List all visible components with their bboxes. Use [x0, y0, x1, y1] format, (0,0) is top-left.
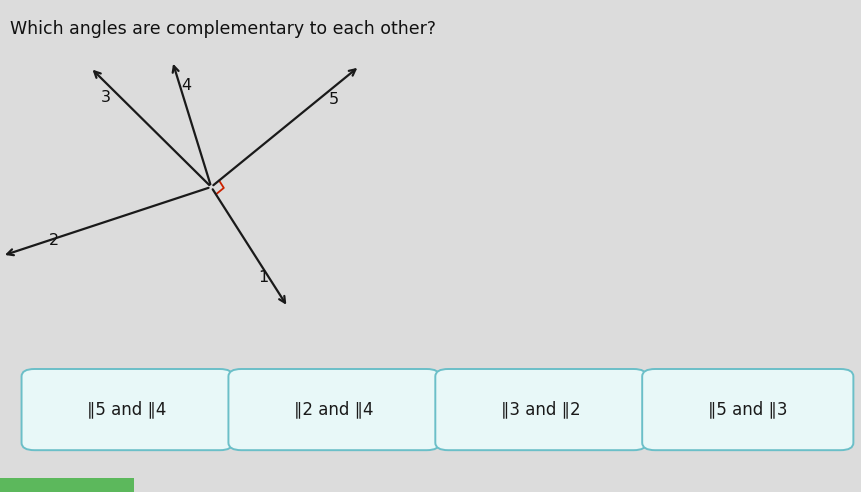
Text: 1: 1 [258, 270, 269, 285]
Text: ∥5 and ∥4: ∥5 and ∥4 [87, 400, 167, 419]
Bar [0, 478, 133, 492]
Text: ∥2 and ∥4: ∥2 and ∥4 [294, 400, 374, 419]
FancyBboxPatch shape [228, 369, 439, 450]
Text: ∥3 and ∥2: ∥3 and ∥2 [500, 400, 580, 419]
FancyBboxPatch shape [22, 369, 232, 450]
Text: 3: 3 [100, 90, 110, 105]
FancyBboxPatch shape [435, 369, 646, 450]
Text: 2: 2 [49, 233, 59, 248]
Text: 5: 5 [329, 92, 338, 107]
Text: ∥5 and ∥3: ∥5 and ∥3 [707, 400, 787, 419]
Text: Which angles are complementary to each other?: Which angles are complementary to each o… [10, 20, 436, 38]
FancyBboxPatch shape [641, 369, 852, 450]
Text: 4: 4 [182, 78, 191, 93]
